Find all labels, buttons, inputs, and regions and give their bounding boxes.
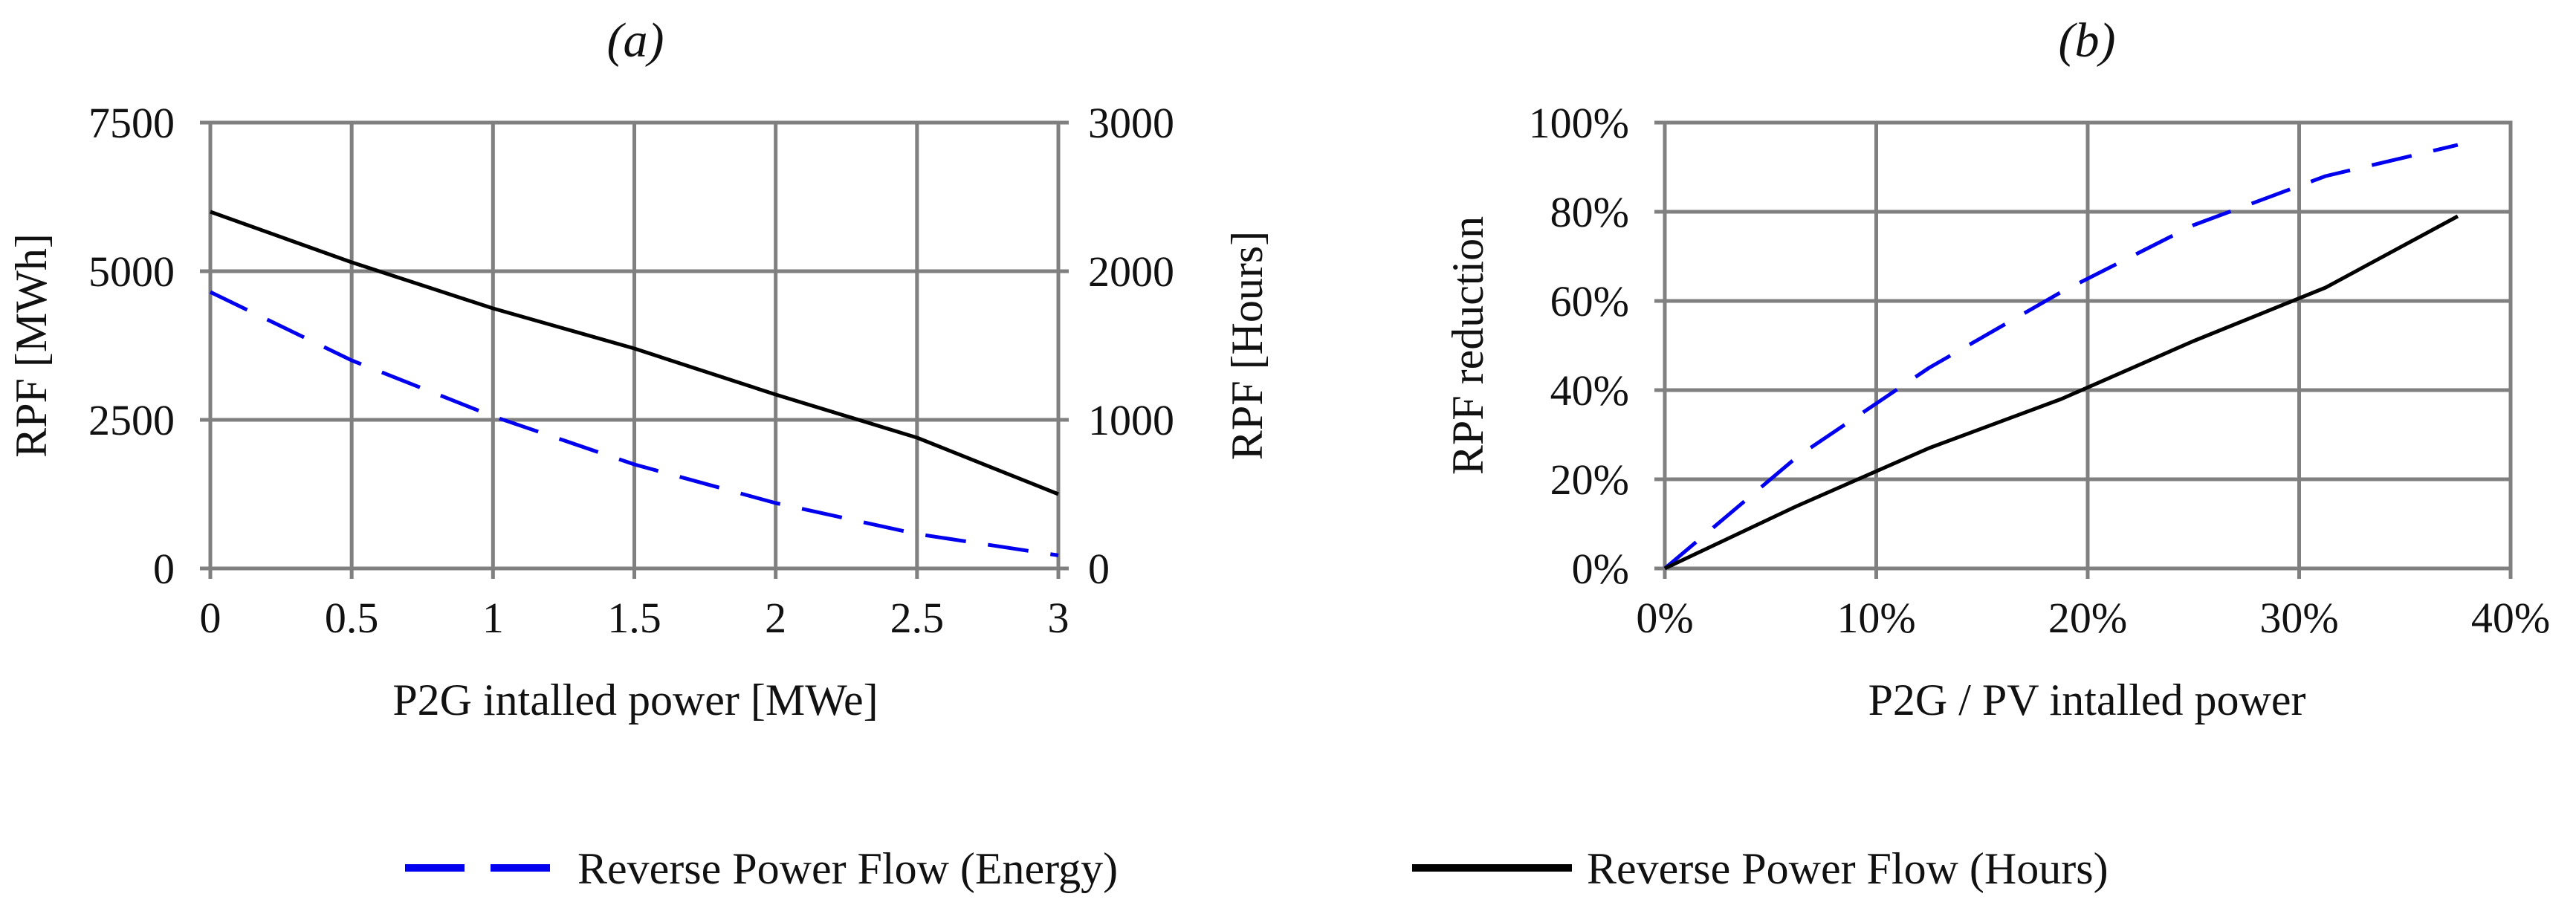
chart-b-x-tick-label: 0% bbox=[1636, 594, 1693, 642]
legend-hours-label: Reverse Power Flow (Hours) bbox=[1587, 844, 2109, 893]
chart-a-x-tick-label: 1.5 bbox=[607, 594, 661, 642]
chart-a-y2-tick-label: 2000 bbox=[1088, 247, 1174, 296]
chart-b: (b) 0% 10% 20% 30% 40% 0% 20% 40% 60% 80% 100% P2G… bbox=[1443, 13, 2550, 724]
chart-a-x-tick-label: 1 bbox=[482, 594, 504, 642]
legend-energy-label: Reverse Power Flow (Energy) bbox=[577, 844, 1118, 893]
chart-b-y-tick-label: 80% bbox=[1550, 188, 1629, 236]
chart-a-grid bbox=[210, 123, 1058, 568]
chart-b-x-tick-label: 20% bbox=[2048, 594, 2127, 642]
chart-a: (a) 0 0.5 1 1.5 2 2.5 302500500075000100020003… bbox=[7, 13, 1272, 724]
chart-b-y-axis-title: RPF reduction bbox=[1443, 216, 1492, 475]
chart-a-series-hours-line bbox=[210, 210, 1059, 496]
chart-b-title: (b) bbox=[2059, 13, 2116, 68]
chart-a-x-tick-label: 0 bbox=[200, 594, 221, 642]
chart-a-y-tick-label: 5000 bbox=[88, 247, 175, 296]
chart-b-x-tick-label: 40% bbox=[2471, 594, 2550, 642]
chart-b-ticks: 0% 10% 20% 30% 40% 0% 20% 40% 60% 80% 100% bbox=[1529, 99, 2550, 642]
chart-a-x-tick-label: 2 bbox=[765, 594, 786, 642]
chart-b-x-tick-label: 30% bbox=[2259, 594, 2338, 642]
chart-a-x-axis-title: P2G intalled power [MWe] bbox=[392, 675, 878, 724]
chart-a-y-axis-title: RPF [MWh] bbox=[7, 233, 56, 458]
chart-b-x-axis-title: P2G / PV intalled power bbox=[1868, 675, 2306, 724]
chart-a-y-tick-label: 2500 bbox=[88, 396, 175, 444]
chart-a-x-tick-label: 2.5 bbox=[890, 594, 945, 642]
chart-a-y-tick-label: 0 bbox=[153, 545, 175, 593]
chart-a-y-tick-label: 7500 bbox=[88, 99, 175, 147]
chart-a-y2-tick-label: 0 bbox=[1088, 545, 1110, 593]
chart-b-grid bbox=[1665, 123, 2511, 568]
chart-a-title: (a) bbox=[607, 13, 664, 68]
chart-a-y2-tick-label: 3000 bbox=[1088, 99, 1174, 147]
chart-b-series-energy-line bbox=[1663, 143, 2459, 570]
chart-b-x-tick-label: 10% bbox=[1836, 594, 1915, 642]
chart-a-series bbox=[209, 210, 1059, 557]
chart-b-series-hours-line bbox=[1663, 214, 2459, 571]
chart-a-y2-tick-label: 1000 bbox=[1088, 396, 1174, 444]
chart-a-x-tick-label: 3 bbox=[1048, 594, 1069, 642]
chart-a-x-tick-label: 0.5 bbox=[325, 594, 379, 642]
chart-b-y-tick-label: 20% bbox=[1550, 456, 1629, 504]
chart-a-y2-axis-title: RPF [Hours] bbox=[1223, 231, 1272, 460]
chart-b-y-tick-label: 40% bbox=[1550, 366, 1629, 415]
chart-b-y-tick-label: 100% bbox=[1529, 99, 1629, 147]
chart-b-y-tick-label: 60% bbox=[1550, 277, 1629, 325]
chart-b-y-tick-label: 0% bbox=[1572, 545, 1629, 593]
legend: Reverse Power Flow (Energy) Reverse Powe… bbox=[405, 844, 2109, 893]
chart-a-series-energy-line bbox=[209, 290, 1059, 557]
chart-b-series bbox=[1663, 143, 2459, 571]
